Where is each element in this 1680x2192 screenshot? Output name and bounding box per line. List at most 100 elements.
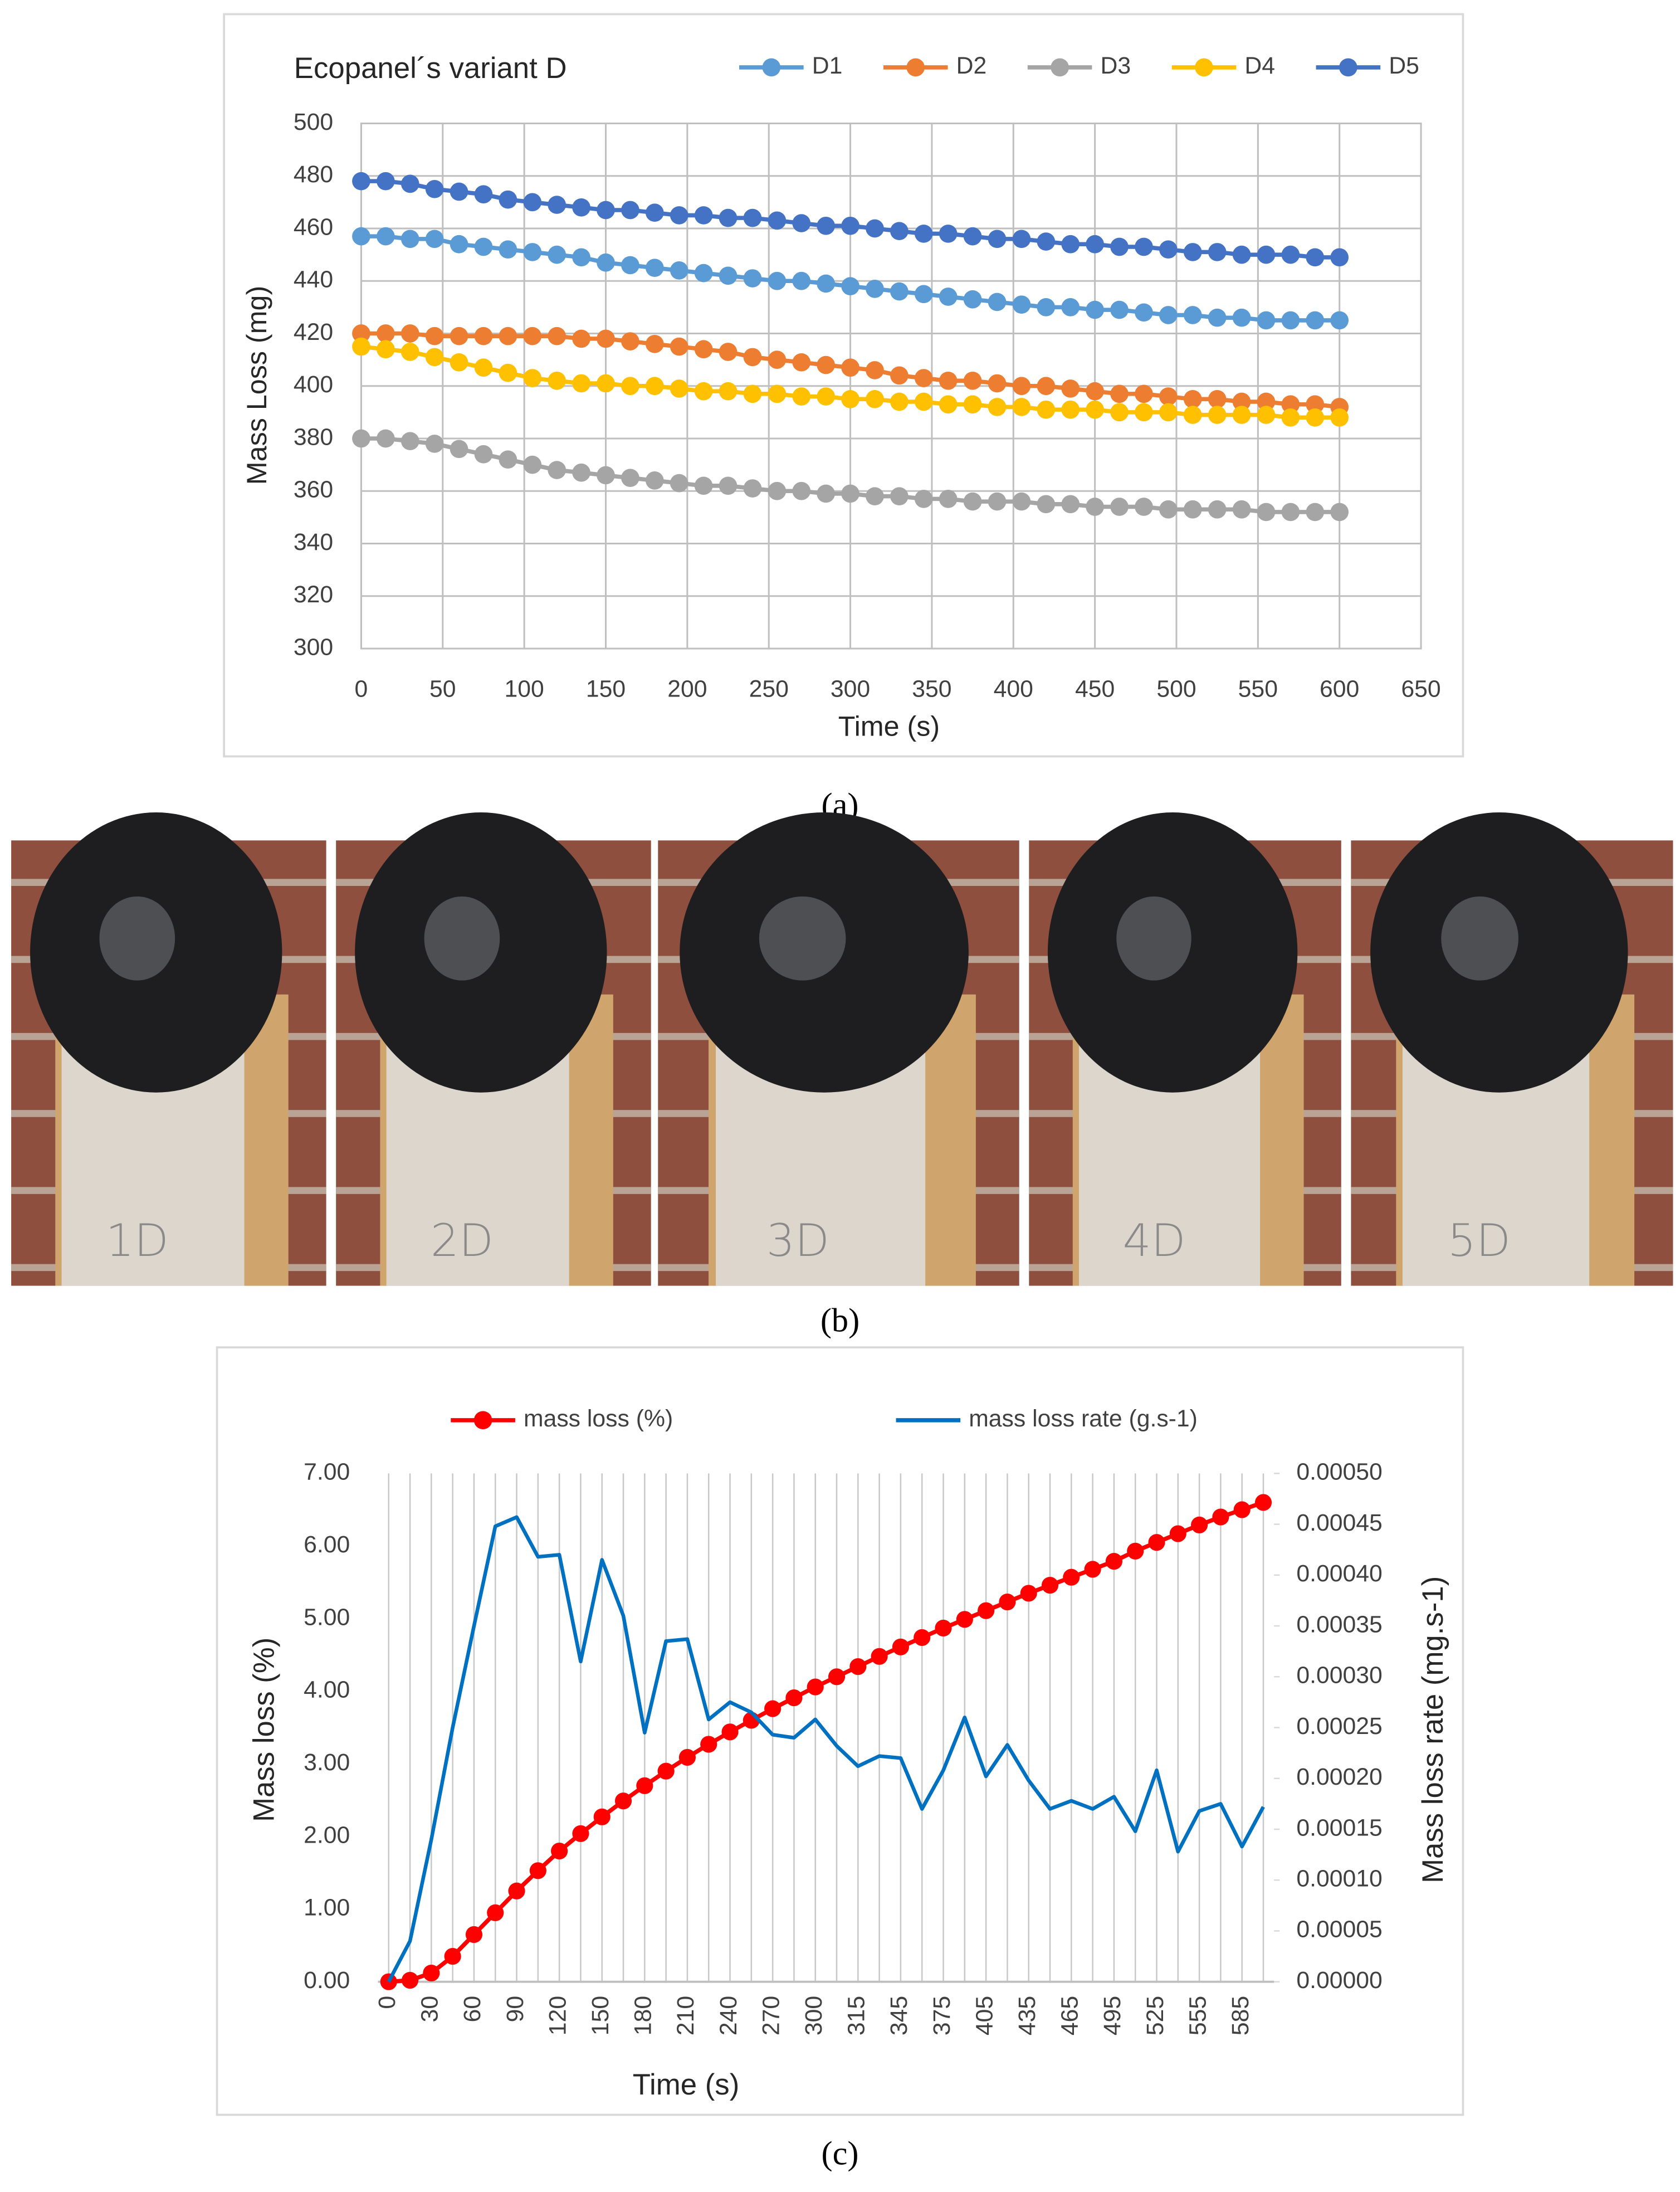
series-marker <box>1232 308 1251 327</box>
series-marker <box>572 1825 589 1842</box>
series-marker <box>1037 377 1056 396</box>
series-marker <box>1110 237 1129 256</box>
x-tick-label: 90 <box>502 1996 529 2023</box>
series-marker <box>1306 395 1325 414</box>
y-tick-label: 2.00 <box>304 1821 350 1848</box>
series-marker <box>597 374 615 393</box>
series-marker <box>678 1748 696 1766</box>
series-marker <box>1183 306 1202 324</box>
x-tick-label: 200 <box>667 676 707 703</box>
series-marker <box>841 389 859 408</box>
series-marker <box>621 201 639 220</box>
caption: (c) <box>822 2135 859 2172</box>
series-marker <box>694 264 713 282</box>
series-marker <box>499 240 517 259</box>
series-marker <box>474 358 493 377</box>
x-tick-label: 300 <box>831 676 870 703</box>
series-marker <box>1281 408 1300 427</box>
series-marker <box>914 490 933 508</box>
y-tick-label: 5.00 <box>304 1604 350 1630</box>
series-marker <box>743 269 762 288</box>
series-marker <box>1110 384 1129 403</box>
legend-label: D3 <box>1100 52 1131 79</box>
series-marker <box>572 329 590 348</box>
legend-label: D1 <box>812 52 843 79</box>
y-axis-label: Mass loss (%) <box>247 1638 280 1822</box>
series-marker <box>914 392 933 411</box>
series-marker <box>914 1629 931 1646</box>
series-marker <box>939 395 958 414</box>
legend-label: D2 <box>956 52 987 79</box>
series-marker <box>621 469 639 488</box>
caption: (b) <box>821 1302 859 1339</box>
x-tick-label: 500 <box>1156 676 1196 703</box>
y-tick-label: 460 <box>294 213 333 240</box>
legend-marker <box>762 58 781 77</box>
series-marker <box>1212 1508 1229 1526</box>
y-tick-label: 500 <box>294 109 333 135</box>
series-marker <box>866 219 884 238</box>
series-marker <box>1208 243 1227 261</box>
x-tick-label: 60 <box>459 1996 486 2023</box>
series-marker <box>963 395 982 414</box>
series-marker <box>1135 384 1153 403</box>
series-marker <box>474 327 493 345</box>
series-line <box>387 1515 1265 1983</box>
y-tick-label: 360 <box>294 476 333 503</box>
series-marker <box>425 435 444 453</box>
series-marker <box>597 329 615 348</box>
series-marker <box>1232 500 1251 519</box>
legend-marker <box>1195 58 1213 77</box>
series-marker <box>1208 389 1227 408</box>
x-tick-label: 465 <box>1057 1996 1083 2035</box>
series-marker <box>1330 248 1349 267</box>
series-marker <box>1254 1494 1272 1511</box>
series-marker <box>1041 1576 1059 1594</box>
series-marker <box>1061 235 1080 254</box>
series-marker <box>621 256 639 275</box>
series-marker <box>1061 495 1080 514</box>
series-marker <box>1330 408 1349 427</box>
y2-tick-label: 0.00025 <box>1296 1713 1382 1740</box>
series-marker <box>621 377 639 396</box>
series-marker <box>1208 406 1227 424</box>
series-marker <box>963 290 982 309</box>
series-marker <box>657 1762 675 1780</box>
series-marker <box>914 225 933 243</box>
series-marker <box>1135 303 1153 322</box>
y2-tick-label: 0.00000 <box>1296 1967 1382 1994</box>
series-marker <box>523 455 542 474</box>
series-marker <box>841 216 859 235</box>
series-marker <box>890 366 909 385</box>
series-marker <box>1063 1569 1080 1586</box>
x-tick-label: 30 <box>417 1996 443 2023</box>
series-marker <box>548 245 566 264</box>
photo-ash <box>1441 896 1518 981</box>
series-marker <box>425 348 444 367</box>
series-marker <box>474 237 493 256</box>
y-tick-label: 440 <box>294 266 333 293</box>
series-marker <box>548 461 566 479</box>
series-marker <box>1183 406 1202 424</box>
series-marker <box>1257 245 1276 264</box>
series-marker <box>1281 311 1300 330</box>
series-marker <box>871 1648 888 1665</box>
series-marker <box>670 261 688 280</box>
series-marker <box>670 206 688 225</box>
series-marker <box>1159 387 1178 406</box>
x-tick-label: 555 <box>1184 1996 1211 2035</box>
y-tick-label: 420 <box>294 319 333 345</box>
series-marker <box>890 392 909 411</box>
series-marker <box>719 208 738 227</box>
series-marker <box>1257 311 1276 330</box>
series-marker <box>768 481 787 500</box>
series-marker <box>401 1971 419 1989</box>
series-marker <box>1084 1561 1101 1578</box>
series-marker <box>694 206 713 225</box>
series-marker <box>1208 500 1227 519</box>
series-marker <box>817 355 835 374</box>
series-marker <box>499 190 517 209</box>
y2-tick-label: 0.00015 <box>1296 1814 1382 1841</box>
series-marker <box>999 1593 1016 1611</box>
